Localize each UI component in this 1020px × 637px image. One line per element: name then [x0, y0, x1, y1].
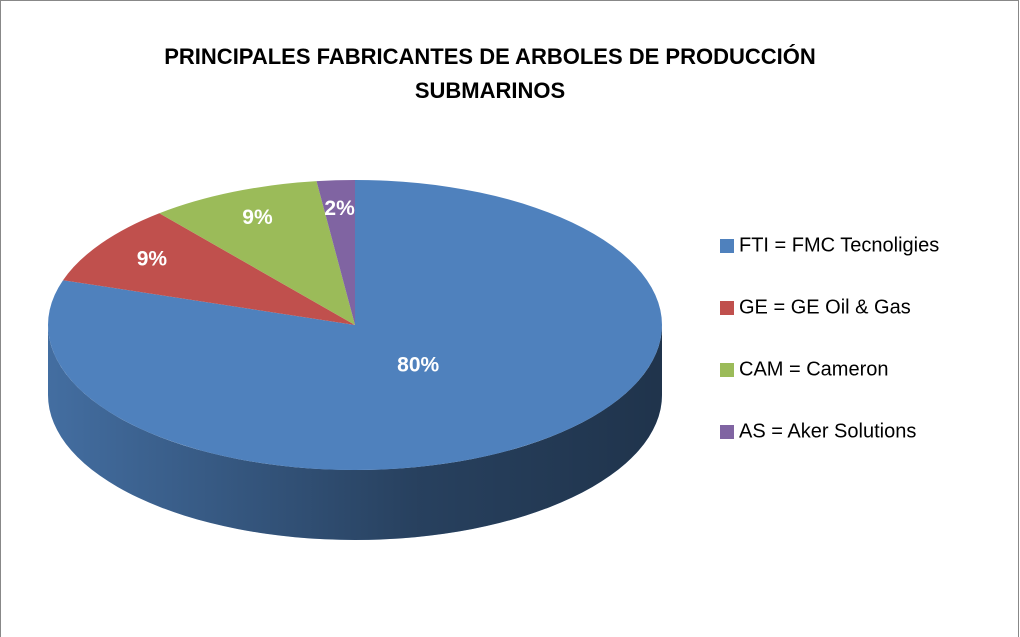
data-label: 9% — [242, 206, 273, 229]
legend-swatch — [720, 425, 734, 439]
legend-label: FTI = FMC Tecnoligies — [739, 234, 939, 256]
legend-swatch — [720, 363, 734, 377]
data-label: 9% — [137, 247, 168, 270]
pie-slice — [316, 180, 355, 325]
pie-slice — [48, 180, 663, 470]
pie-slice — [159, 181, 355, 325]
legend-swatch — [720, 239, 734, 253]
chart-title: PRINCIPALES FABRICANTES DE ARBOLES DE PR… — [164, 44, 816, 103]
legend-label: CAM = Cameron — [739, 358, 889, 380]
legend-swatch — [720, 301, 734, 315]
data-label: 80% — [397, 354, 439, 377]
pie-side-shade — [48, 325, 662, 540]
legend-label: AS = Aker Solutions — [739, 420, 916, 442]
data-label: 2% — [324, 197, 355, 220]
legend-label: GE = GE Oil & Gas — [739, 296, 911, 318]
pie-slice — [63, 213, 356, 325]
